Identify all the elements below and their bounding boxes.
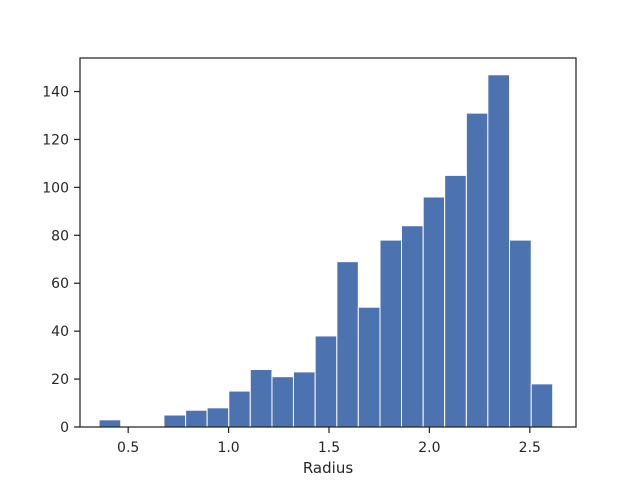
plot-frame bbox=[79, 57, 577, 428]
y-axis-ticks: 0 20 40 60 80 100 120 140 bbox=[42, 85, 80, 436]
x-axis-ticks: 0.5 1.0 1.5 2.0 2.5 bbox=[117, 427, 541, 456]
bars-group bbox=[98, 74, 554, 428]
y-tick-label: 140 bbox=[42, 85, 69, 101]
histogram-bar bbox=[444, 174, 467, 428]
histogram-bar bbox=[163, 414, 187, 428]
histogram-bar bbox=[422, 196, 446, 428]
histogram-bar bbox=[336, 261, 359, 428]
histogram-bar bbox=[487, 74, 511, 428]
y-tick-label: 40 bbox=[51, 324, 69, 340]
x-tick-label: 1.0 bbox=[217, 440, 239, 456]
x-tick-label: 1.5 bbox=[318, 440, 340, 456]
histogram-bar bbox=[206, 407, 230, 428]
y-tick-label: 80 bbox=[51, 228, 69, 244]
histogram-bar bbox=[185, 409, 208, 428]
x-axis-label: Radius bbox=[303, 459, 353, 477]
histogram-bar bbox=[228, 390, 251, 428]
x-tick-label: 2.5 bbox=[519, 440, 541, 456]
y-tick-label: 20 bbox=[51, 372, 69, 388]
histogram-bar bbox=[400, 225, 424, 428]
histogram-bar bbox=[379, 239, 402, 428]
histogram-bar bbox=[465, 112, 489, 428]
y-tick-label: 120 bbox=[42, 132, 69, 148]
histogram-bar bbox=[530, 383, 554, 428]
y-tick-label: 0 bbox=[60, 420, 69, 436]
y-tick-label: 60 bbox=[51, 276, 69, 292]
histogram-bar bbox=[292, 371, 316, 428]
histogram-bar bbox=[314, 335, 338, 428]
y-tick-label: 100 bbox=[42, 180, 69, 196]
histogram-bar bbox=[271, 376, 294, 428]
histogram-bar bbox=[509, 239, 532, 428]
x-tick-label: 2.0 bbox=[418, 440, 440, 456]
histogram-bar bbox=[98, 419, 122, 428]
x-tick-label: 0.5 bbox=[117, 440, 139, 456]
histogram-bar bbox=[249, 368, 273, 428]
histogram-bar bbox=[357, 306, 381, 428]
